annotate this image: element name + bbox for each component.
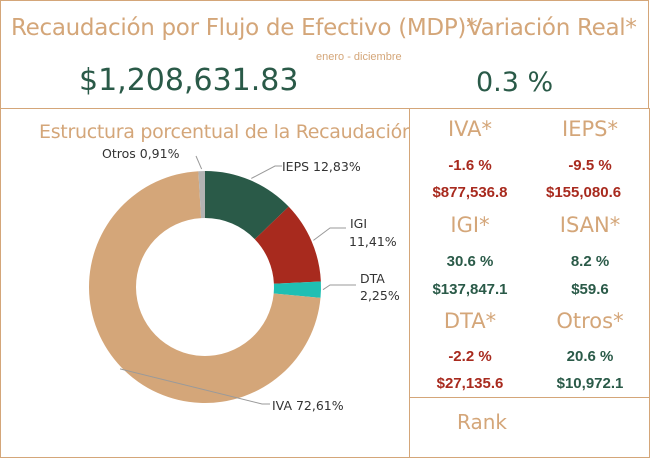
chart-title: Estructura porcentual de la Recaudación [39, 121, 414, 143]
metric-otros-amount: $10,972.1 [556, 375, 624, 392]
variacion-title: Variación Real* [467, 15, 637, 41]
donut-slice-igi[interactable] [254, 206, 321, 284]
metric-dta-name: DTA* [443, 309, 497, 333]
variacion-value: 0.3 % [476, 67, 554, 98]
metric-igi-pct: 30.6 % [446, 253, 494, 270]
donut-slice-ieps[interactable] [205, 171, 289, 240]
metric-iva-pct: -1.6 % [448, 157, 492, 174]
dta-slice-name: DTA [360, 271, 385, 286]
metric-dta-pct: -2.2 % [448, 348, 492, 365]
metrics-panel: IVA* IEPS* -1.6 % -9.5 % $877,536.8 $155… [409, 108, 650, 398]
metric-iva-amount: $877,536.8 [432, 184, 508, 201]
metric-iva-name: IVA* [447, 117, 493, 141]
metric-isan-amount: $59.6 [571, 281, 609, 298]
ieps-slice-label: IEPS 12,83% [282, 159, 361, 174]
metric-dta-amount: $27,135.6 [436, 375, 504, 392]
leader-line-dta [322, 284, 356, 291]
donut-slice-dta[interactable] [273, 281, 321, 298]
recaudacion-title: Recaudación por Flujo de Efectivo (MDP)* [11, 15, 478, 41]
dta-slice-pct: 2,25% [360, 288, 400, 303]
metric-igi-amount: $137,847.1 [432, 281, 508, 298]
igi-slice-pct: 11,41% [349, 234, 397, 249]
rank-panel: Rank [409, 397, 650, 458]
otros-slice-label: Otros 0,91% [102, 146, 180, 161]
metric-isan-pct: 8.2 % [570, 253, 610, 270]
rank-label: Rank [457, 410, 507, 434]
donut-slice-otros[interactable] [198, 171, 205, 219]
metric-ieps-amount: $155,080.6 [546, 184, 622, 201]
metric-ieps-pct: -9.5 % [568, 157, 612, 174]
iva-slice-label: IVA 72,61% [272, 398, 344, 413]
leader-line-iva [119, 368, 270, 405]
leader-line-ieps [251, 165, 282, 179]
metric-otros-name: Otros* [556, 309, 624, 333]
header-panel: Recaudación por Flujo de Efectivo (MDP)*… [0, 0, 649, 110]
igi-slice-name: IGI [350, 216, 368, 231]
leader-line-igi [313, 227, 346, 241]
leader-line-otros [195, 155, 203, 170]
metric-ieps-name: IEPS* [562, 117, 618, 141]
metric-otros-pct: 20.6 % [566, 348, 614, 365]
donut-slice-iva[interactable] [89, 171, 321, 403]
recaudacion-value: $1,208,631.83 [79, 63, 299, 98]
period-label: enero - diciembre [316, 51, 402, 63]
metric-isan-name: ISAN* [559, 213, 621, 237]
metric-igi-name: IGI* [450, 213, 490, 237]
